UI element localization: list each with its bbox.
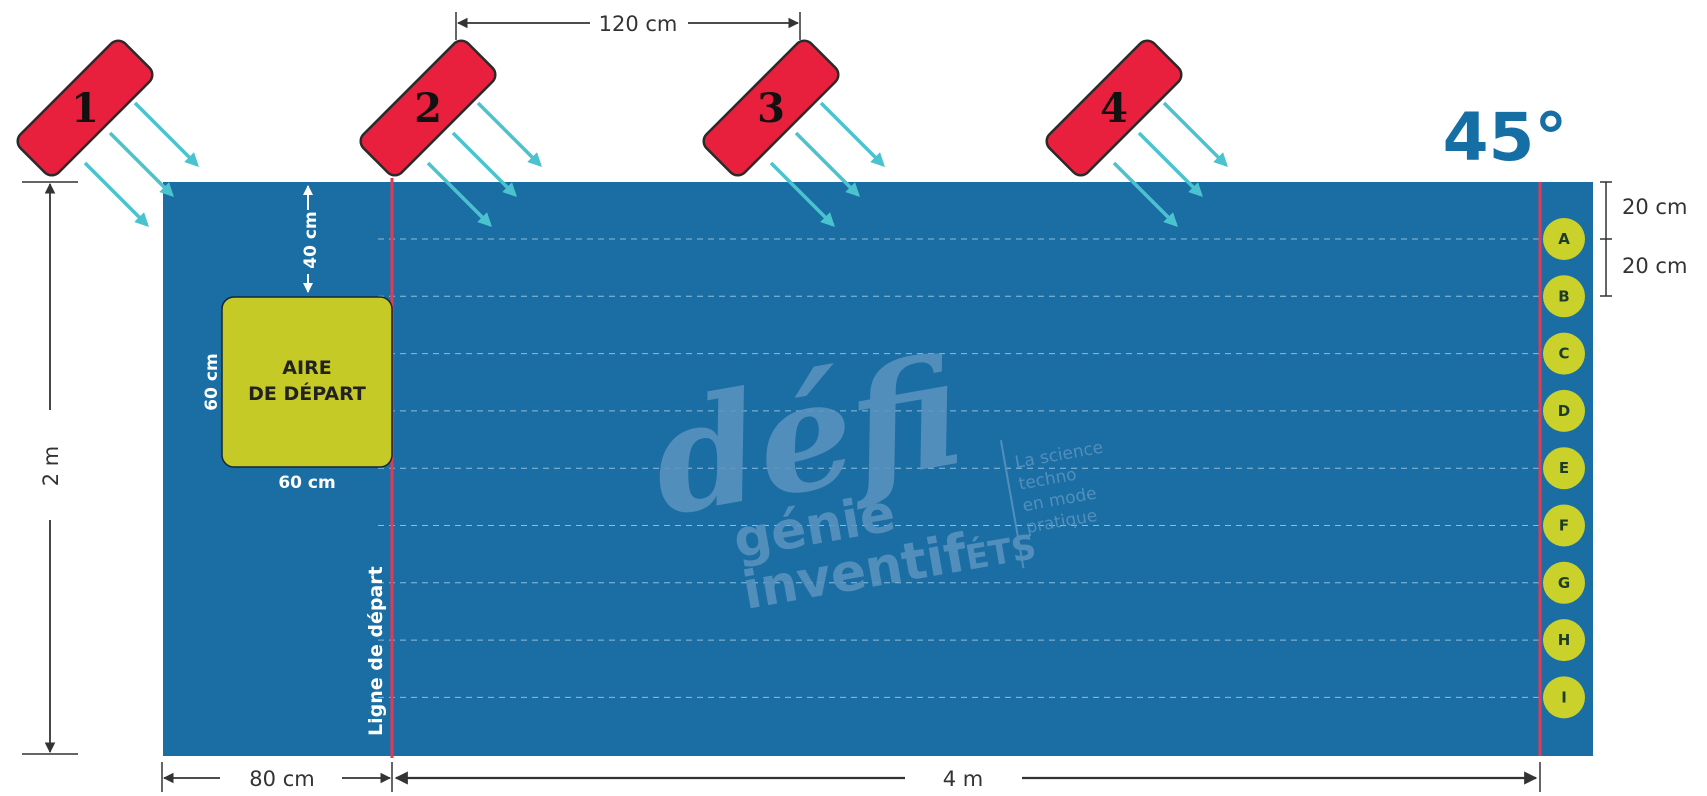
wind-arrow (451, 131, 517, 197)
fan-body (702, 39, 840, 177)
start-area-box (221, 296, 393, 468)
fan-body (359, 39, 497, 177)
target-label: F (1559, 517, 1569, 535)
target-f (1543, 504, 1585, 547)
box-side-dim-label: 60 cm (202, 353, 222, 410)
top-dim-label: 120 cm (599, 12, 678, 36)
fans: 1 2 3 4 (16, 39, 1183, 177)
wind-arrow (819, 101, 885, 167)
gap2-dim-label: 20 cm (1622, 254, 1687, 278)
target-label: A (1558, 230, 1570, 248)
offset-dim-label: 80 cm (249, 767, 314, 791)
fan-1 (16, 39, 154, 177)
wind-arrow (426, 161, 492, 227)
wind-arrow (1112, 161, 1178, 227)
wind-arrow (133, 101, 199, 167)
fan-number: 3 (757, 85, 785, 132)
start-area-label-line2: DE DÉPART (248, 382, 366, 405)
target-h (1543, 619, 1585, 662)
target-c (1543, 332, 1585, 375)
wind-arrows (83, 101, 1228, 227)
fan-number: 4 (1100, 85, 1128, 132)
target-label: G (1558, 574, 1570, 592)
target-label: C (1558, 345, 1569, 363)
targets: A B C D E F G H I (1543, 218, 1585, 719)
target-i (1543, 676, 1585, 719)
target-label: D (1558, 402, 1570, 420)
wind-arrow (769, 161, 835, 227)
fan-body (16, 39, 154, 177)
fan-number: 2 (414, 85, 442, 132)
wind-arrow (1162, 101, 1228, 167)
gap1-dim-label: 20 cm (1622, 195, 1687, 219)
wind-arrow (108, 131, 174, 197)
wind-arrow (476, 101, 542, 167)
playing-field (163, 182, 1593, 756)
fan-3 (702, 39, 840, 177)
length-dim-label: 4 m (943, 767, 984, 791)
start-area-label-line1: AIRE (282, 357, 331, 379)
height-dim-label: 2 m (39, 446, 63, 487)
start-line-label: Ligne de départ (365, 566, 387, 736)
lane-lines (378, 238, 1540, 698)
target-label: I (1561, 688, 1567, 706)
box-bottom-dim-label: 60 cm (278, 473, 335, 493)
target-label: H (1558, 631, 1571, 649)
fan-body (1045, 39, 1183, 177)
target-label: E (1559, 459, 1569, 477)
wind-arrow (794, 131, 860, 197)
target-b (1543, 275, 1585, 318)
target-e (1543, 447, 1585, 490)
fan-4 (1045, 39, 1183, 177)
angle-label: 45° (1443, 99, 1568, 176)
wind-arrow (83, 161, 149, 227)
fan-number: 1 (71, 85, 99, 132)
target-g (1543, 561, 1585, 604)
target-a (1543, 218, 1585, 260)
box-top-dim-label: 40 cm (301, 211, 321, 268)
wind-arrow (1137, 131, 1203, 197)
target-d (1543, 389, 1585, 432)
target-label: B (1558, 287, 1569, 305)
fan-2 (359, 39, 497, 177)
